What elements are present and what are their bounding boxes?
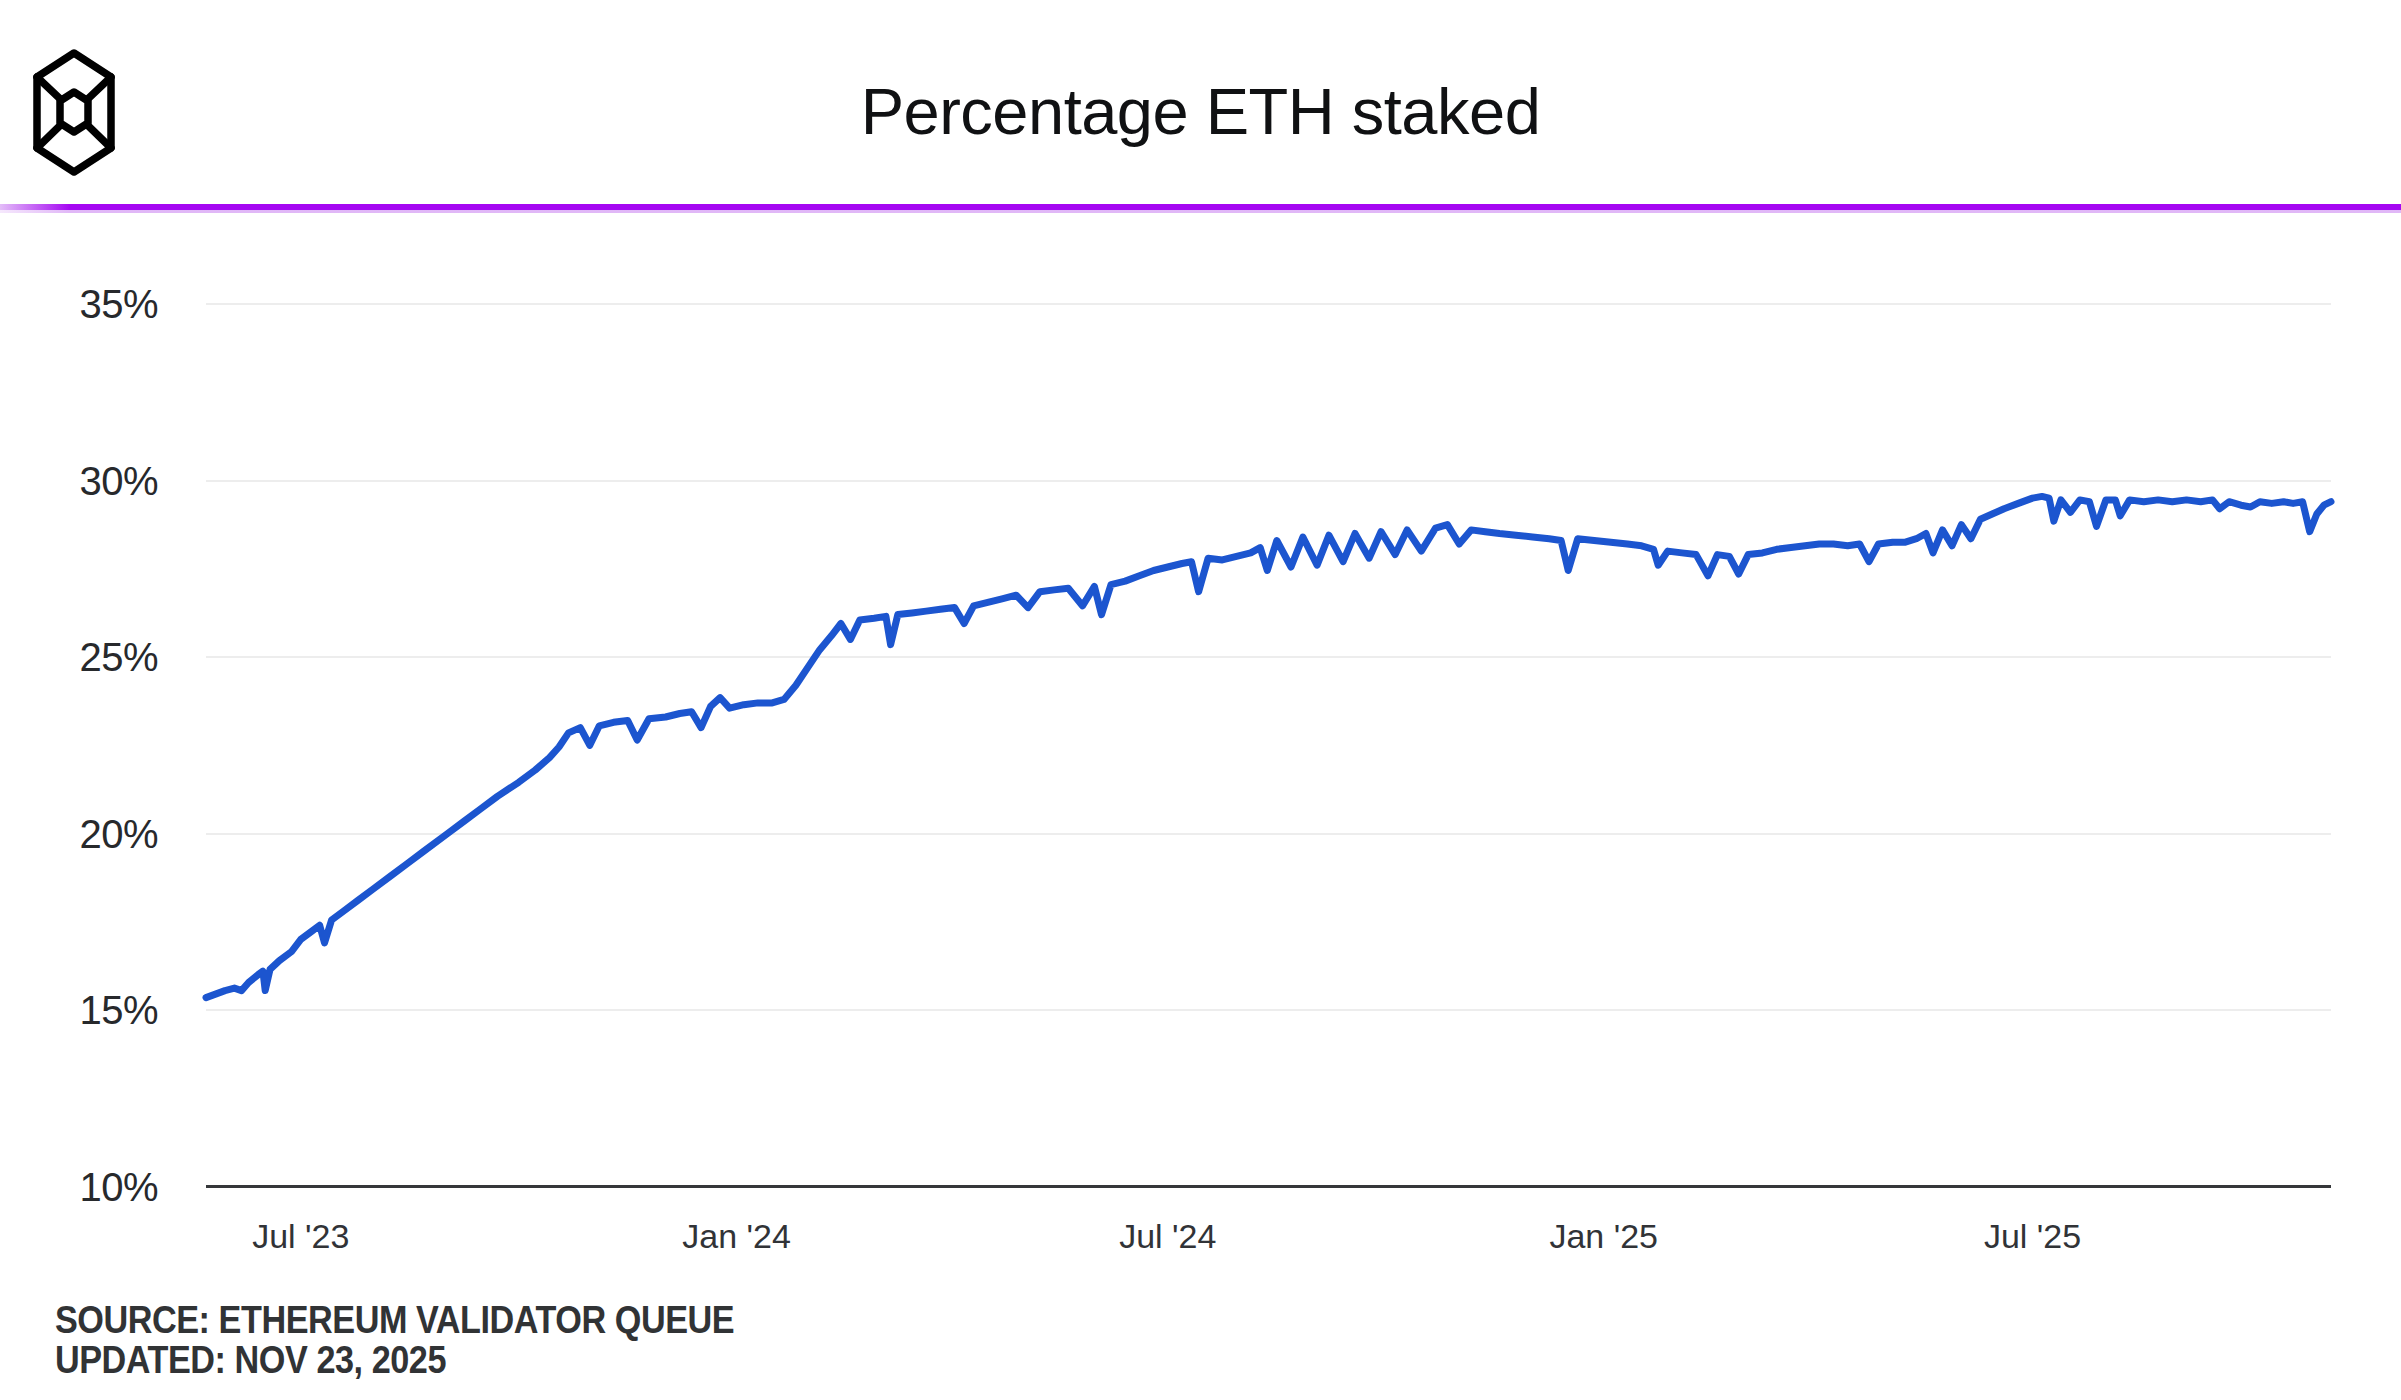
plot-area bbox=[0, 0, 2401, 1400]
updated-line: UPDATED: NOV 23, 2025 bbox=[55, 1340, 734, 1380]
source-line: SOURCE: ETHEREUM VALIDATOR QUEUE bbox=[55, 1300, 734, 1340]
eth-staked-line bbox=[206, 496, 2331, 997]
chart-page: Percentage ETH staked 10%15%20%25%30%35%… bbox=[0, 0, 2401, 1400]
source-note: SOURCE: ETHEREUM VALIDATOR QUEUE UPDATED… bbox=[55, 1300, 734, 1380]
